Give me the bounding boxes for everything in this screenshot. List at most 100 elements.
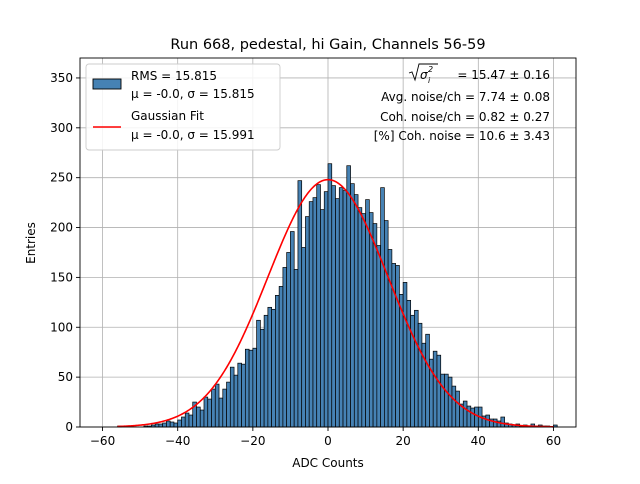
annotation-line-3: Coh. noise/ch = 0.82 ± 0.27 (380, 110, 550, 124)
legend-entry-2-line1: Gaussian Fit (131, 109, 204, 123)
chart-title: Run 668, pedestal, hi Gain, Channels 56-… (170, 37, 485, 53)
histogram-bar (271, 308, 276, 428)
histogram-bar (166, 420, 171, 428)
histogram-bar (256, 319, 261, 428)
histogram-bar (368, 212, 374, 428)
histogram-bar (327, 163, 333, 428)
histogram-bar (278, 286, 284, 428)
histogram-bar (338, 187, 344, 428)
histogram-bar (376, 245, 381, 428)
annotations: σ 2 i = 15.47 ± 0.16 Avg. noise/ch = 7.7… (374, 63, 550, 143)
x-tick-label: 60 (546, 434, 561, 448)
y-tick-label: 250 (50, 171, 73, 185)
x-tick-label: −20 (240, 434, 265, 448)
legend-box (85, 63, 281, 151)
histogram-bar (173, 422, 179, 428)
histogram-bar (233, 374, 239, 428)
histogram-bar (447, 376, 453, 428)
histogram-bar (414, 309, 419, 428)
histogram-bar (492, 418, 498, 428)
histogram-bar (357, 207, 363, 428)
y-tick-label: 100 (50, 320, 73, 334)
x-tick-label: 40 (471, 434, 486, 448)
histogram-bars (117, 163, 558, 428)
histogram-bar (286, 252, 291, 428)
x-axis-ticks: −60 −40 −20 0 20 40 60 (90, 427, 561, 448)
annotation-sigma-sup: 2 (428, 65, 433, 74)
histogram-bar (229, 366, 235, 428)
legend-entry-1-line1: RMS = 15.815 (131, 69, 217, 83)
histogram-bar (181, 416, 186, 428)
histogram-bar (248, 349, 254, 428)
histogram-bar (455, 390, 460, 428)
histogram-bar (305, 216, 310, 428)
y-tick-label: 150 (50, 270, 73, 284)
histogram-bar (474, 406, 479, 428)
histogram-bar (406, 299, 412, 428)
histogram-bar (267, 306, 272, 428)
histogram-bar (440, 373, 445, 428)
y-axis-ticks: 0 50 100 150 200 250 300 350 (50, 71, 80, 434)
legend-entry-1-line2: μ = -0.0, σ = 15.815 (131, 87, 255, 101)
histogram-bar (346, 165, 351, 428)
histogram-bar (207, 398, 212, 428)
histogram-bar (188, 414, 194, 428)
histogram-bar (485, 414, 490, 428)
histogram-bar (222, 388, 227, 428)
histogram-bar (169, 421, 175, 428)
histogram-bar (177, 419, 182, 428)
x-axis-label: ADC Counts (292, 456, 364, 470)
histogram-bar (353, 194, 359, 428)
histogram-bar (432, 350, 438, 428)
histogram-bar (323, 191, 329, 428)
y-axis-label: Entries (24, 222, 38, 264)
histogram-bar (466, 405, 472, 428)
histogram-bar (462, 400, 468, 428)
histogram-bar (211, 388, 216, 428)
histogram-bar (199, 409, 205, 428)
annotation-sigma-sub: i (428, 76, 431, 85)
legend-patch-histogram (92, 78, 122, 90)
histogram-bar (451, 385, 457, 428)
annotation-sigma: σ (420, 68, 428, 82)
histogram-bar (444, 373, 449, 428)
histogram-bar (342, 190, 348, 428)
histogram-bar (196, 406, 201, 428)
histogram-bar (297, 180, 303, 428)
histogram-bar (293, 269, 299, 428)
annotation-line-4: [%] Coh. noise = 10.6 ± 3.43 (374, 129, 550, 143)
histogram-bar (312, 197, 318, 428)
sqrt-symbol (408, 63, 438, 82)
histogram-bar (244, 348, 250, 428)
histogram-bar (350, 183, 355, 428)
histogram-bar (316, 184, 321, 428)
y-tick-label: 50 (58, 370, 73, 384)
histogram-bar (290, 231, 295, 428)
histogram-bar (402, 282, 408, 428)
histogram-bar (252, 347, 257, 428)
histogram-bar (241, 363, 246, 428)
histogram-bar (203, 396, 209, 428)
annotation-line-2: Avg. noise/ch = 7.74 ± 0.08 (381, 90, 550, 104)
y-tick-label: 350 (50, 71, 73, 85)
x-tick-label: −40 (165, 434, 190, 448)
histogram-bar (387, 249, 393, 428)
histogram-bar (263, 314, 269, 428)
histogram-bar (184, 412, 190, 428)
histogram-bar (365, 199, 370, 428)
histogram-bar (214, 383, 220, 428)
histogram-bar (162, 422, 167, 428)
histogram-bar (470, 407, 475, 428)
histogram-bar (395, 265, 400, 428)
annotation-line-1: = 15.47 ± 0.16 (457, 68, 550, 82)
histogram-bar (436, 354, 442, 428)
histogram-bar (275, 295, 280, 428)
histogram-bar (331, 185, 336, 428)
y-tick-label: 0 (65, 420, 73, 434)
histogram-bar (282, 267, 288, 428)
histogram-bar (260, 328, 265, 428)
x-tick-label: 0 (324, 434, 332, 448)
y-tick-label: 300 (50, 121, 73, 135)
